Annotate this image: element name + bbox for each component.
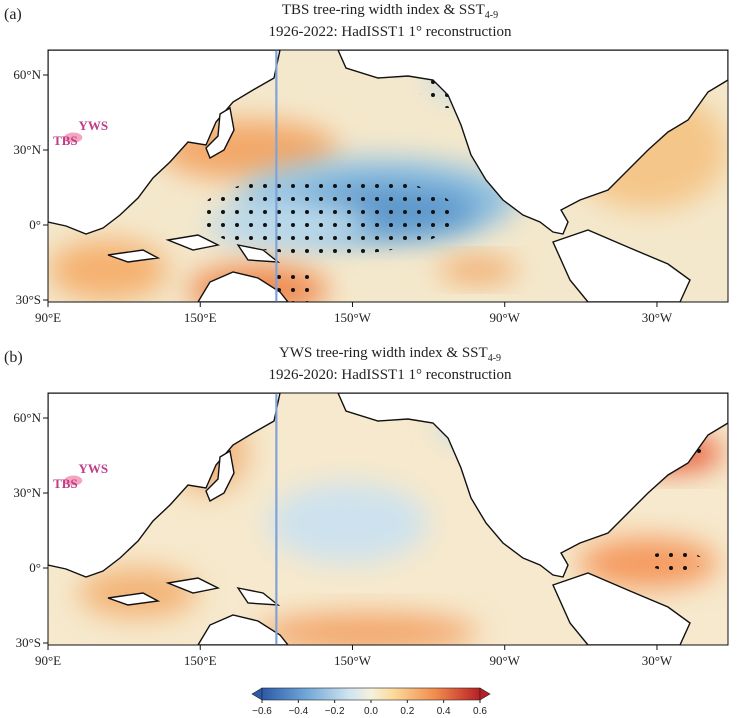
lon-tick-label: 90°E [35, 653, 61, 668]
sst-anomaly [78, 568, 198, 618]
lon-tick-label: 150°E [184, 310, 217, 325]
colorbar-tick-label: 0.6 [473, 706, 487, 717]
site-marker [64, 132, 83, 143]
site-label: YWS [78, 118, 108, 133]
sst-anomaly [48, 240, 168, 300]
panel-title: YWS tree-ring width index & SST4-9 [279, 345, 501, 364]
lat-tick-label: 0° [29, 217, 41, 232]
panel-title-subscript: 4-9 [485, 10, 498, 21]
panel-label: (b) [4, 349, 23, 366]
panel-title-text: TBS tree-ring width index & SST [282, 2, 485, 18]
significance-stippling [198, 175, 458, 255]
colorbar-tick-label: 0.4 [437, 706, 451, 717]
site-label: TBS [53, 133, 78, 148]
site-label: YWS [78, 461, 108, 476]
colorbar: −0.6 −0.4 −0.2 0.0 0.2 0.4 0.6 [251, 687, 491, 717]
lon-tick-label: 150°E [184, 653, 217, 668]
panel-title: TBS tree-ring width index & SST4-9 [282, 2, 498, 21]
map-frame [47, 49, 729, 303]
lat-tick-label: 30°N [13, 485, 41, 500]
site-label: TBS [53, 476, 78, 491]
panel: (b) YWS tree-ring width index & SST4-9 192… [4, 345, 729, 668]
lon-tick-label: 150°W [334, 653, 372, 668]
lat-tick-label: 0° [29, 560, 41, 575]
lon-tick-label: 150°W [334, 310, 372, 325]
lat-tick-label: 30°S [16, 292, 41, 307]
significance-stippling [647, 551, 703, 571]
colorbar-tick-label: 0.0 [364, 706, 378, 717]
colorbar-tick-label: 0.2 [400, 706, 414, 717]
map-frame [47, 392, 729, 646]
sst-anomaly [258, 613, 478, 645]
lat-tick-label: 30°N [13, 142, 41, 157]
panel-title-subscript: 4-9 [488, 353, 501, 364]
colorbar-tick-label: −0.6 [252, 706, 272, 717]
colorbar-tick-label: −0.2 [325, 706, 345, 717]
panel: (a) TBS tree-ring width index & SST4-9 192… [4, 2, 729, 325]
lat-tick-label: 30°S [16, 635, 41, 650]
lat-tick-label: 60°N [13, 410, 41, 425]
sst-anomaly [268, 483, 428, 563]
sst-anomaly [438, 258, 518, 282]
panel-subtitle: 1926-2022: HadISST1 1° reconstruction [268, 24, 512, 40]
panel-label: (a) [4, 6, 22, 23]
lon-tick-label: 30°W [642, 310, 673, 325]
colorbar-bar [261, 687, 481, 701]
panel-subtitle: 1926-2020: HadISST1 1° reconstruction [268, 367, 512, 383]
lon-tick-label: 90°E [35, 310, 61, 325]
lon-tick-label: 90°W [489, 310, 520, 325]
lon-tick-label: 30°W [642, 653, 673, 668]
panel-title-text: YWS tree-ring width index & SST [279, 345, 488, 361]
colorbar-low-end [251, 687, 263, 701]
lon-tick-label: 90°W [489, 653, 520, 668]
panels: (a) TBS tree-ring width index & SST4-9192… [4, 2, 729, 668]
site-marker [64, 475, 83, 486]
colorbar-tick-label: −0.4 [288, 706, 308, 717]
colorbar-high-end [479, 687, 491, 701]
lat-tick-label: 60°N [13, 67, 41, 82]
